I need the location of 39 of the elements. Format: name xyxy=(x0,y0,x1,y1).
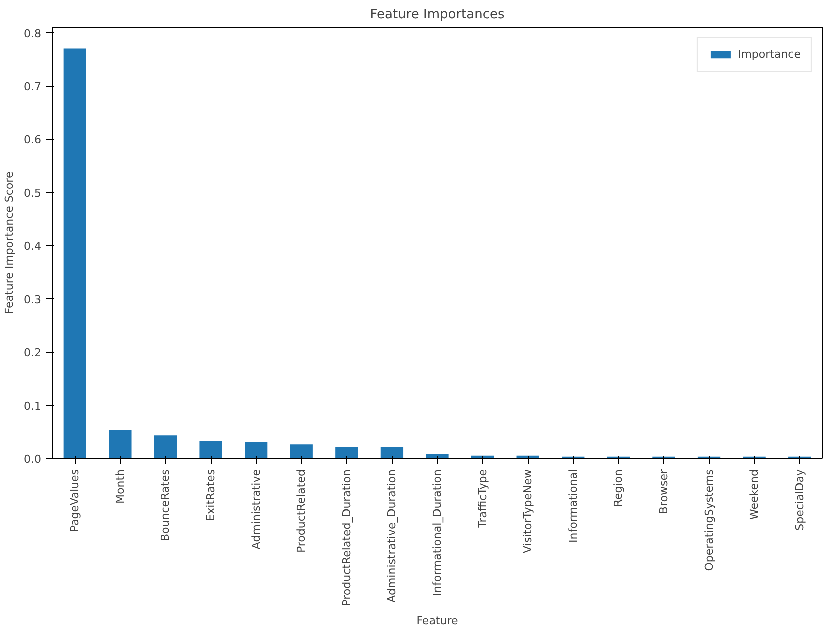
y-tick-label: 0.3 xyxy=(24,293,42,306)
x-tick-label: Region xyxy=(612,469,626,508)
x-tick-label: ProductRelated xyxy=(295,469,308,554)
bar xyxy=(245,442,268,458)
bar xyxy=(336,447,358,458)
y-tick-label: 0.1 xyxy=(24,400,42,413)
x-tick-label: Browser xyxy=(657,469,670,514)
x-tick-label: BounceRates xyxy=(159,469,172,542)
x-axis-title: Feature xyxy=(416,614,459,628)
bar xyxy=(426,454,449,458)
y-tick-label: 0.0 xyxy=(24,453,42,466)
y-axis-title: Feature Importance Score xyxy=(3,172,16,314)
x-tick-label: TrafficType xyxy=(476,469,490,529)
bar xyxy=(290,444,313,458)
x-tick-label: Administrative xyxy=(250,469,263,550)
y-tick-label: 0.8 xyxy=(24,27,42,40)
y-tick-label: 0.7 xyxy=(24,80,42,94)
y-tick-label: 0.2 xyxy=(24,346,42,360)
bar xyxy=(154,436,178,458)
x-tick-label: PageValues xyxy=(68,469,82,532)
x-tick-label: Informational_Duration xyxy=(431,469,444,596)
x-tick-label: OperatingSystems xyxy=(702,469,716,572)
y-tick-label: 0.4 xyxy=(24,240,42,254)
legend-label: Importance xyxy=(738,48,801,61)
x-tick-label: Informational xyxy=(566,469,580,543)
y-tick-label: 0.6 xyxy=(24,134,42,147)
x-tick-label: VisitorTypeNew xyxy=(522,469,535,554)
x-tick-label: ProductRelated_Duration xyxy=(340,469,354,606)
x-tick-label: Administrative_Duration xyxy=(386,469,399,603)
bar xyxy=(109,430,132,458)
x-tick-label: Weekend xyxy=(748,470,762,520)
bar xyxy=(380,447,404,458)
x-tick-label: ExitRates xyxy=(204,469,218,522)
bar xyxy=(200,440,222,458)
chart-title: Feature Importances xyxy=(370,8,505,22)
x-tick-label: SpecialDay xyxy=(793,469,806,531)
y-tick-label: 0.5 xyxy=(24,186,42,200)
x-tick-label: Month xyxy=(114,469,127,504)
bar xyxy=(64,48,86,458)
